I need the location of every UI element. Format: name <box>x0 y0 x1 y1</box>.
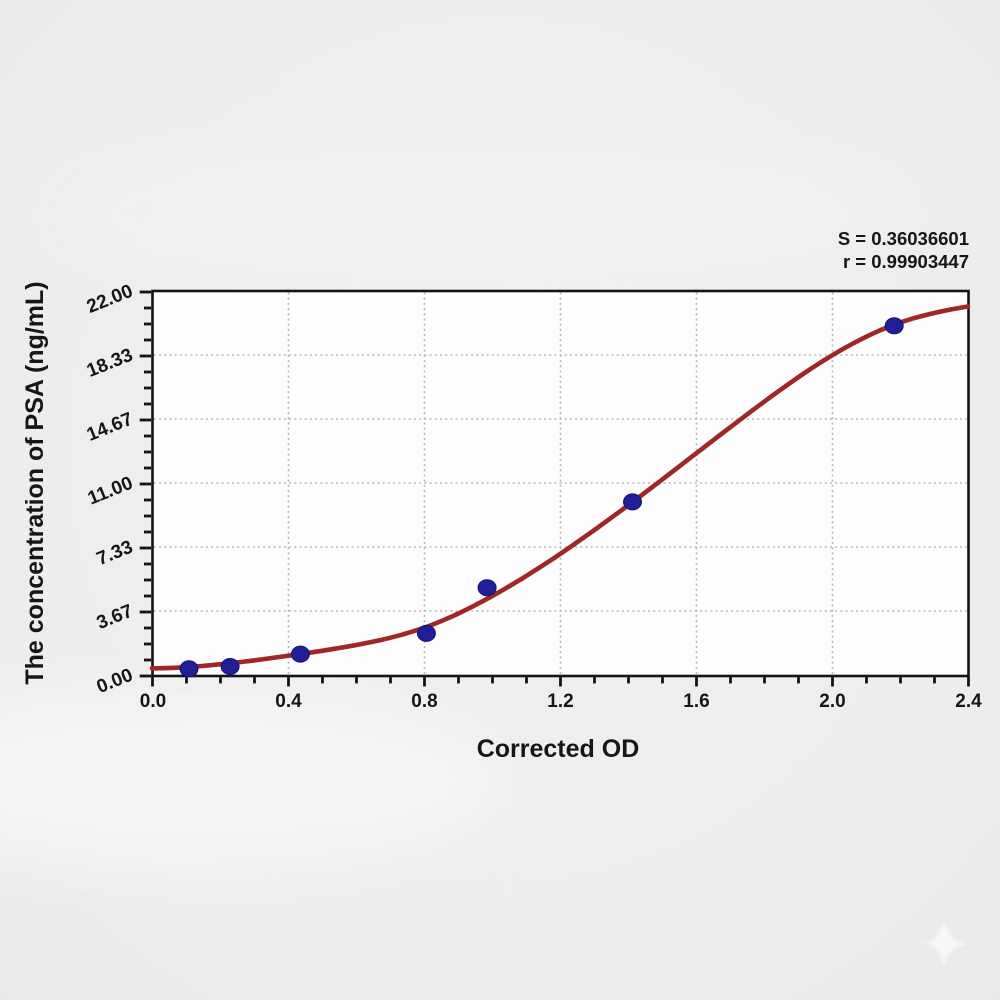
svg-text:0.4: 0.4 <box>275 691 302 712</box>
svg-text:0.8: 0.8 <box>411 691 437 712</box>
svg-text:The concentration of PSA (ng/m: The concentration of PSA (ng/mL) <box>21 281 49 684</box>
svg-text:2.0: 2.0 <box>819 691 845 712</box>
svg-text:r = 0.99903447: r = 0.99903447 <box>843 251 969 272</box>
svg-text:S = 0.36036601: S = 0.36036601 <box>838 228 969 249</box>
svg-text:0.0: 0.0 <box>140 691 166 712</box>
svg-text:2.4: 2.4 <box>955 691 982 712</box>
svg-text:Corrected OD: Corrected OD <box>477 735 640 763</box>
svg-text:1.6: 1.6 <box>683 691 709 712</box>
svg-text:1.2: 1.2 <box>547 691 573 712</box>
